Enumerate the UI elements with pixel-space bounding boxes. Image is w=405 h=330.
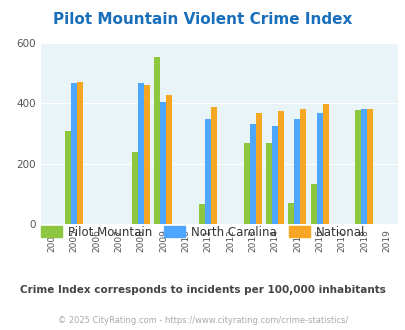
Bar (249, 124, 255, 224)
Bar (132, 152, 138, 224)
Bar (354, 110, 360, 224)
Bar (160, 102, 166, 224)
Bar (243, 143, 249, 224)
Bar (154, 57, 160, 224)
Bar (198, 204, 205, 224)
Bar (271, 126, 277, 224)
Bar (288, 203, 294, 224)
Bar (65, 131, 71, 224)
Bar (294, 119, 300, 224)
Bar (265, 143, 271, 224)
Bar (211, 107, 217, 224)
Bar (277, 111, 284, 224)
Bar (71, 83, 77, 224)
Bar (138, 83, 144, 224)
Bar (360, 110, 367, 224)
Bar (205, 118, 211, 224)
Bar (322, 104, 328, 224)
Bar (367, 109, 373, 224)
Bar (144, 85, 150, 224)
Bar (255, 114, 261, 224)
Text: © 2025 CityRating.com - https://www.cityrating.com/crime-statistics/: © 2025 CityRating.com - https://www.city… (58, 315, 347, 325)
Bar (316, 113, 322, 224)
Bar (166, 95, 172, 224)
Text: Crime Index corresponds to incidents per 100,000 inhabitants: Crime Index corresponds to incidents per… (20, 285, 385, 295)
Legend: Pilot Mountain, North Carolina, National: Pilot Mountain, North Carolina, National (36, 221, 369, 243)
Bar (310, 183, 316, 224)
Text: Pilot Mountain Violent Crime Index: Pilot Mountain Violent Crime Index (53, 12, 352, 27)
Bar (77, 82, 83, 224)
Bar (300, 109, 306, 224)
